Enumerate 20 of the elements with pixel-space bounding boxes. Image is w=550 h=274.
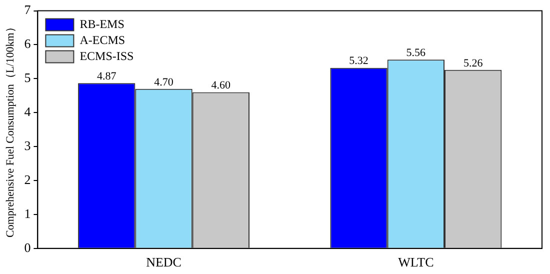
data-label: 5.32 [349, 55, 368, 68]
y-tick-label: 7 [24, 2, 32, 18]
data-label: 4.60 [211, 80, 232, 92]
data-label: 5.26 [463, 57, 484, 70]
data-label: 5.56 [406, 47, 426, 60]
y-tick-label: 5 [24, 70, 31, 86]
data-label: 4.70 [154, 76, 174, 88]
legend-label: ECMS-ISS [80, 48, 134, 63]
y-tick-label: 3 [24, 138, 31, 153]
data-label: 4.87 [96, 70, 117, 82]
y-tick-label: 1 [24, 206, 31, 221]
y-tick-label: 6 [24, 36, 32, 52]
y-tick-label: 0 [24, 240, 31, 255]
y-tick-label: 4 [24, 104, 32, 120]
x-tick-label: WLTC [398, 254, 434, 270]
y-tick-label: 2 [24, 172, 31, 187]
y-axis-title: Comprehensive Fuel Consumption（L/100km） [4, 22, 16, 238]
legend-label: RB-EMS [80, 16, 124, 31]
x-tick-label: NEDC [146, 254, 182, 270]
legend-label: A-ECMS [80, 32, 126, 47]
